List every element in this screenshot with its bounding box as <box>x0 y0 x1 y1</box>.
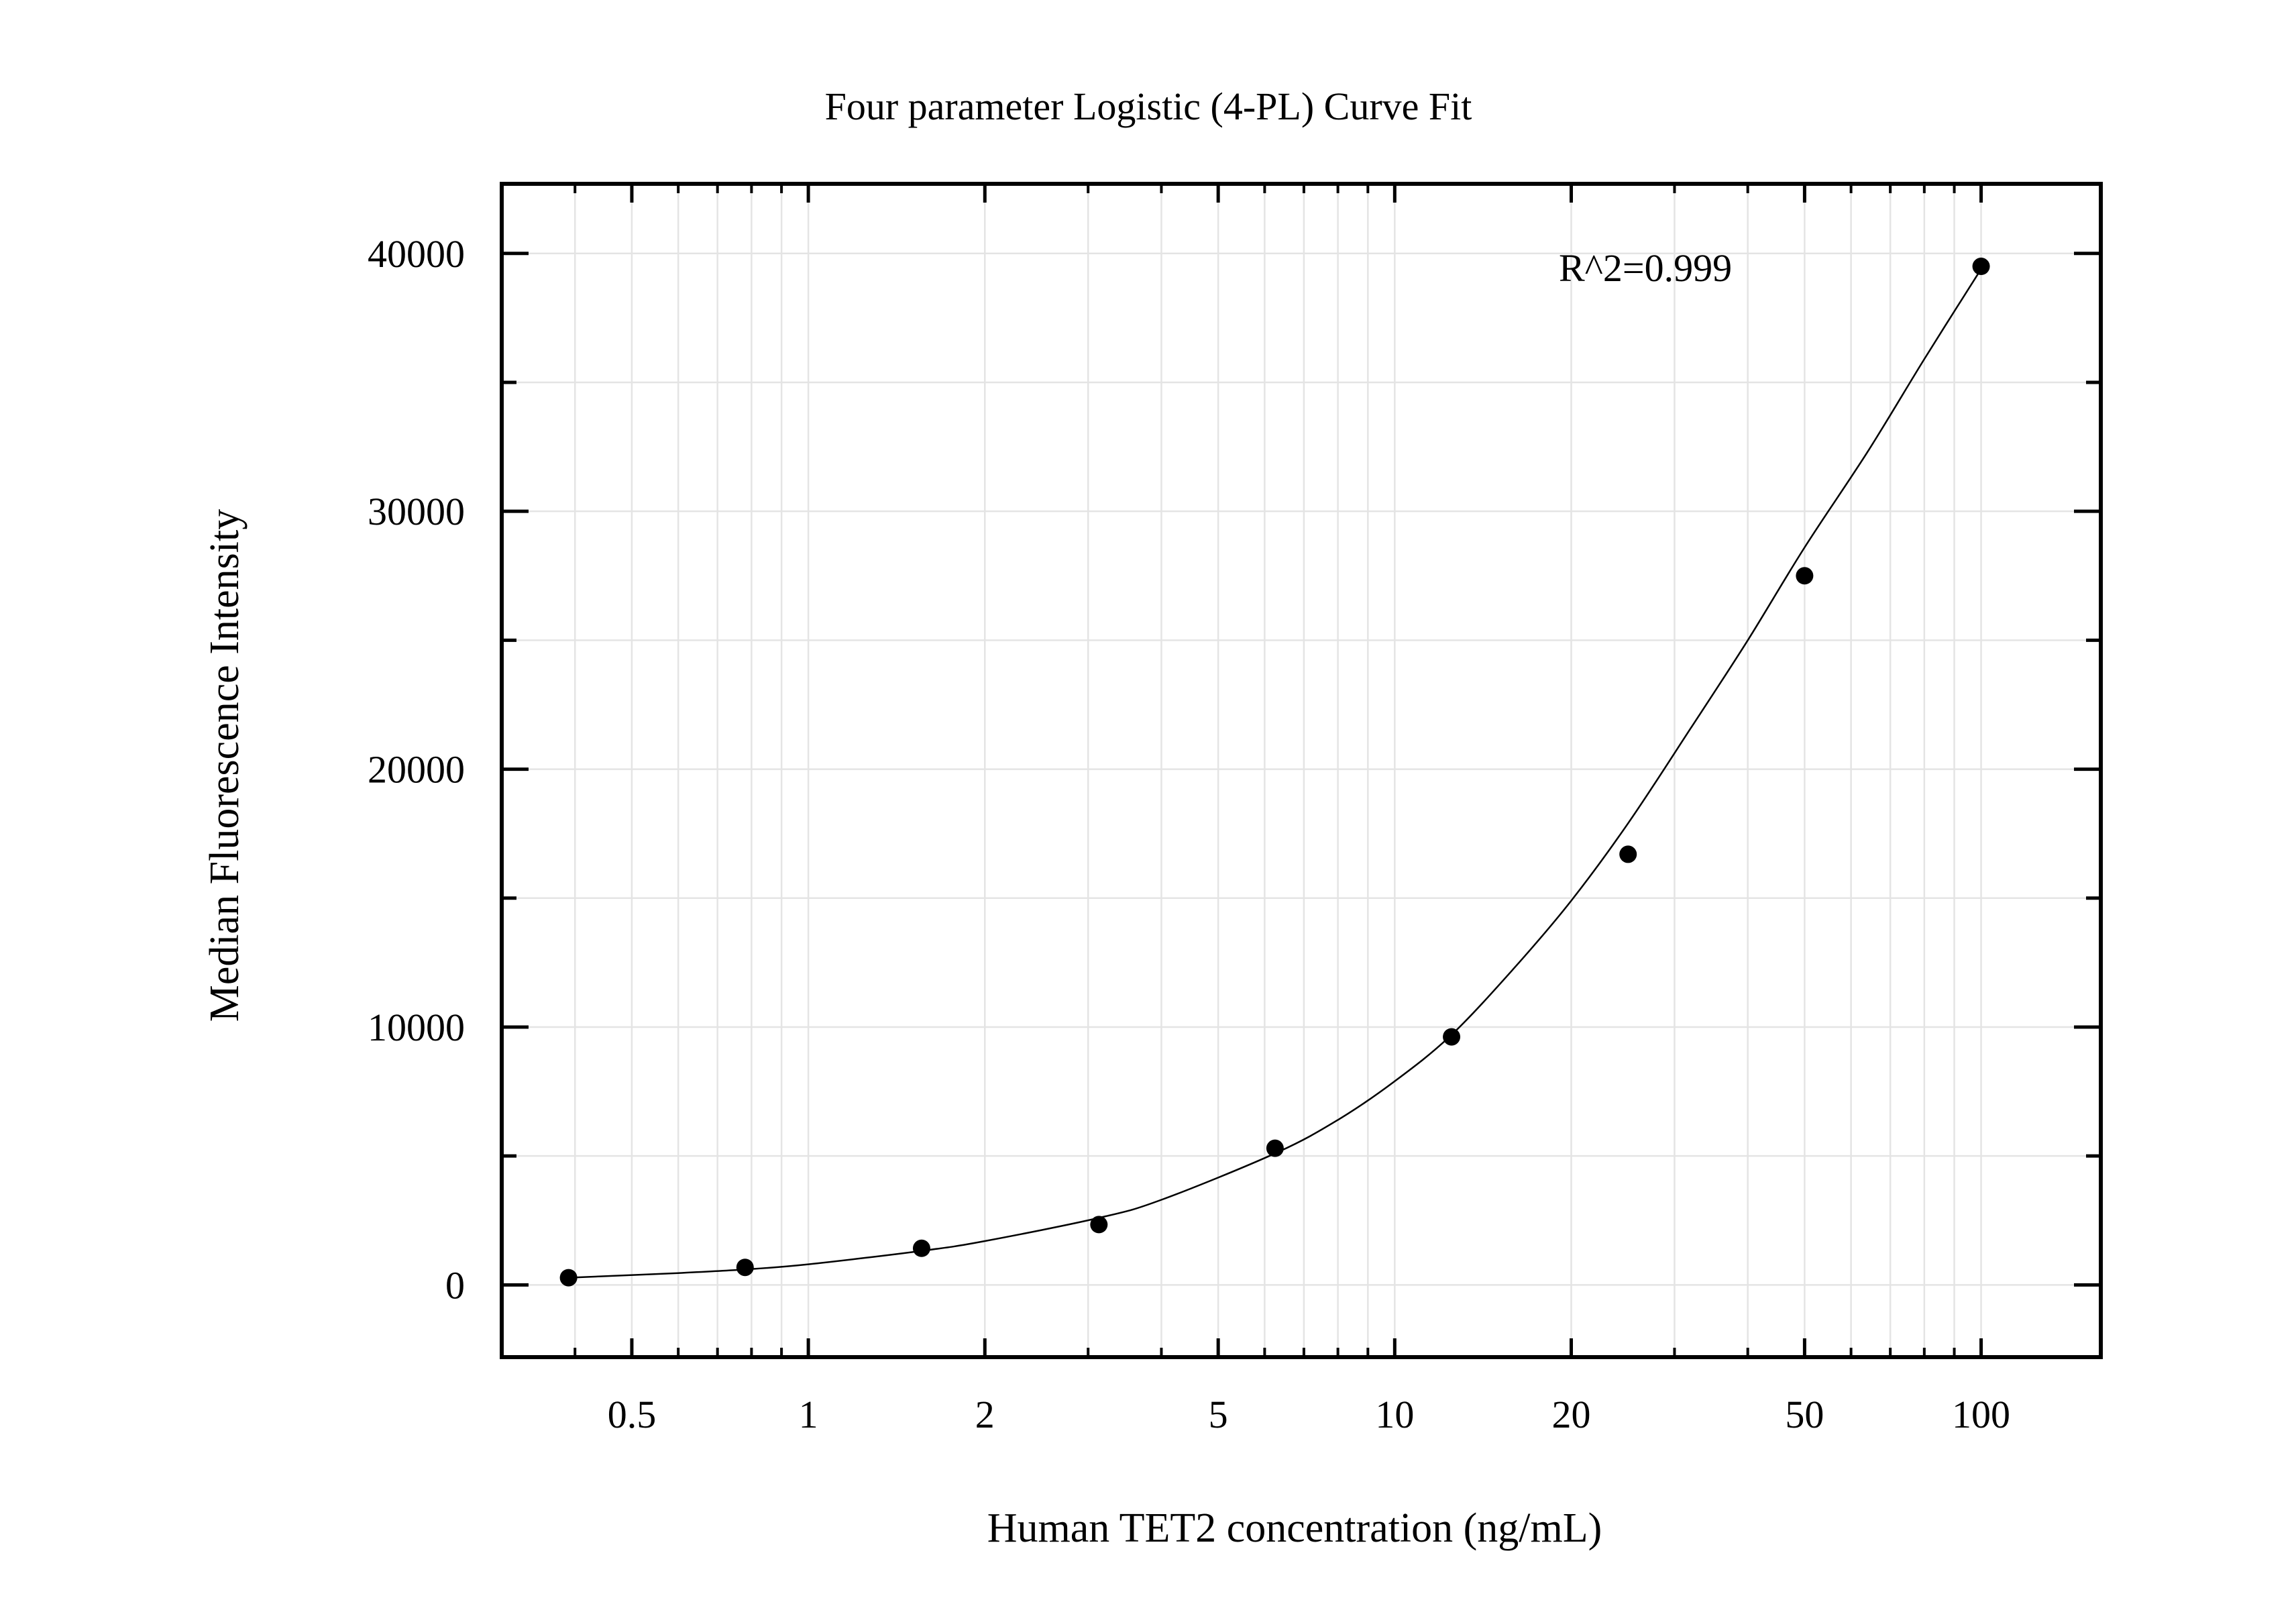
data-point <box>912 1239 930 1257</box>
y-tick-label: 10000 <box>368 1006 465 1049</box>
x-tick-label: 10 <box>1375 1393 1414 1436</box>
grid <box>500 184 2101 1357</box>
data-point <box>736 1259 754 1277</box>
ticks: 0.5 1 2 5 10 20 50 100 0 10000 20000 30000 40000 <box>368 184 2101 1436</box>
y-tick-label: 20000 <box>368 748 465 792</box>
y-tick-label: 30000 <box>368 490 465 533</box>
chart-title: Four parameter Logistic (4-PL) Curve Fit <box>825 85 1472 128</box>
y-tick-label: 0 <box>445 1263 465 1307</box>
data-point <box>559 1269 578 1287</box>
data-point <box>1090 1216 1108 1234</box>
x-tick-label: 100 <box>1952 1393 2010 1436</box>
data-point <box>1619 845 1637 863</box>
plot-frame <box>500 182 2103 1359</box>
data-point <box>1796 567 1814 585</box>
y-tick-label: 40000 <box>368 232 465 276</box>
points-layer <box>559 258 1990 1287</box>
r-squared-annotation: R^2=0.999 <box>1559 246 1732 290</box>
x-tick-label: 0.5 <box>608 1393 657 1436</box>
data-point <box>1443 1028 1461 1046</box>
x-axis-label: Human TET2 concentration (ng/mL) <box>987 1505 1602 1551</box>
x-tick-label: 5 <box>1209 1393 1228 1436</box>
x-tick-label: 50 <box>1785 1393 1824 1436</box>
fit-curve <box>568 268 1982 1279</box>
x-tick-label: 20 <box>1551 1393 1590 1436</box>
data-point <box>1266 1139 1284 1157</box>
data-point <box>1972 258 1990 276</box>
x-tick-label: 2 <box>975 1393 995 1436</box>
curve-layer <box>568 268 1982 1279</box>
x-tick-label: 1 <box>799 1393 818 1436</box>
y-axis-label: Median Fluorescence Intensity <box>202 509 248 1022</box>
